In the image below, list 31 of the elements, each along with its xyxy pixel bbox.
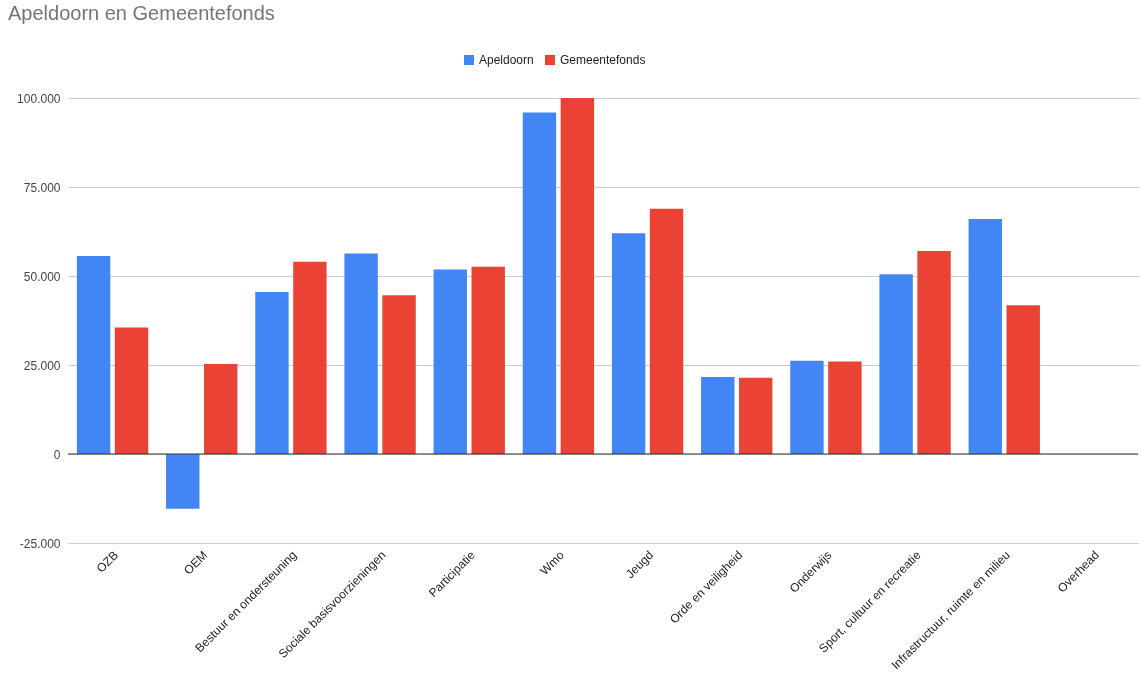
legend-label: Gemeentefonds xyxy=(560,53,646,67)
bar xyxy=(879,274,913,454)
bar xyxy=(255,292,289,454)
bar xyxy=(522,112,557,454)
bar xyxy=(166,454,200,509)
bar xyxy=(382,295,416,454)
bar xyxy=(701,377,735,454)
y-tick-label: 75.000 xyxy=(23,180,61,195)
bar xyxy=(344,253,378,454)
bar xyxy=(828,361,862,454)
y-tick-label: 50.000 xyxy=(23,269,61,284)
bar xyxy=(471,266,505,454)
bar xyxy=(649,208,684,454)
bar xyxy=(739,377,773,454)
bar xyxy=(560,98,595,454)
bar xyxy=(114,327,149,454)
bar xyxy=(917,251,951,454)
bar xyxy=(611,233,646,454)
y-tick-label: 25.000 xyxy=(23,358,61,373)
chart-title: Apeldoorn en Gemeentefonds xyxy=(8,2,275,24)
bar xyxy=(968,219,1002,454)
bar xyxy=(204,363,238,454)
bar xyxy=(293,261,327,454)
bar xyxy=(433,269,467,454)
y-tick-label: 0 xyxy=(53,447,61,462)
bar xyxy=(790,360,824,454)
bar xyxy=(1006,305,1040,454)
legend-label: Apeldoorn xyxy=(479,53,534,67)
bar xyxy=(76,256,111,454)
y-tick-label: 100.000 xyxy=(17,91,61,106)
y-tick-label: -25.000 xyxy=(19,536,61,551)
